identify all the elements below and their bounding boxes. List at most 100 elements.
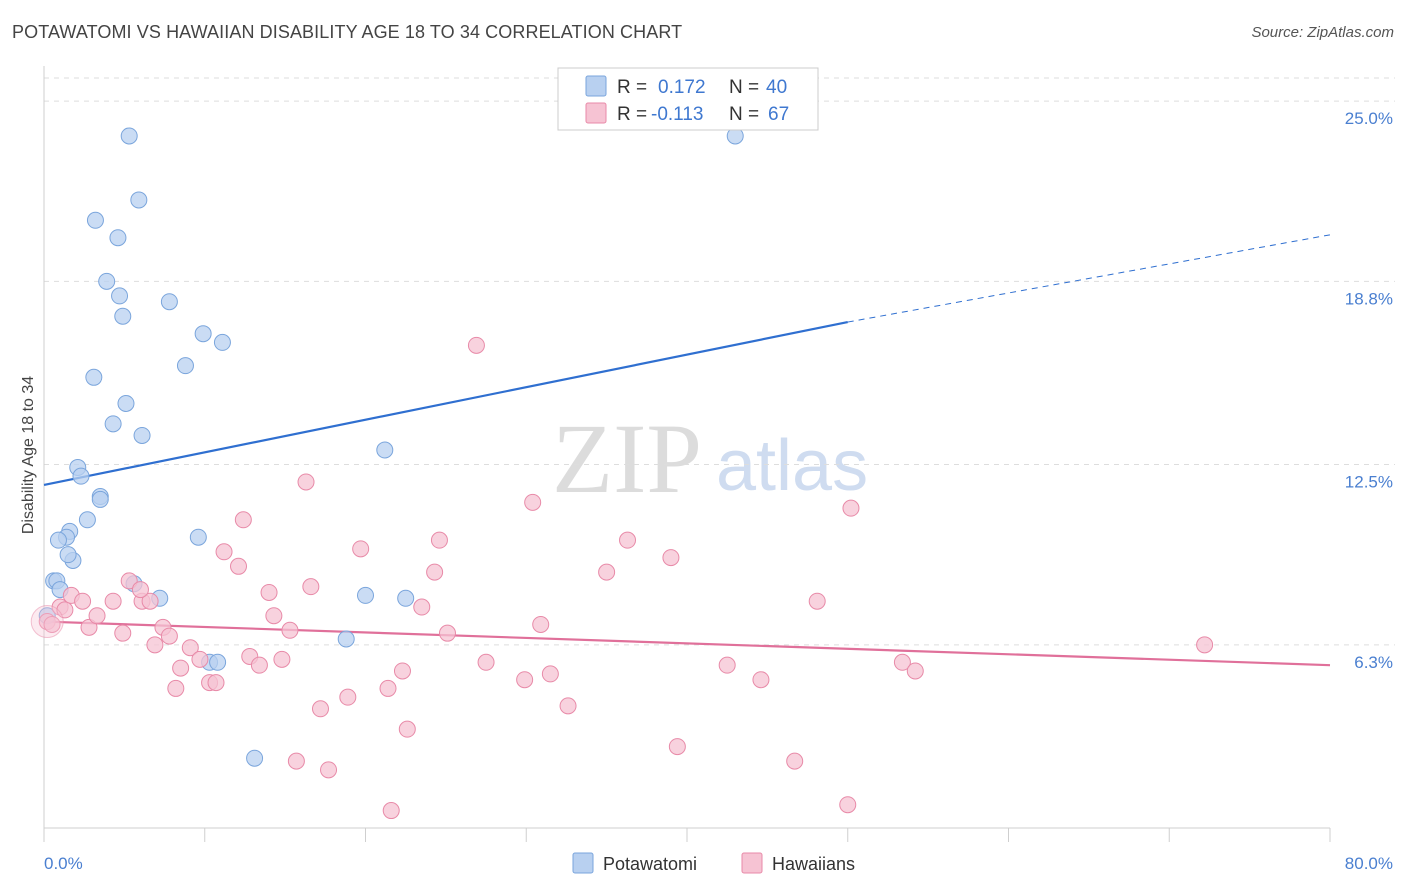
- legend-n-value-1: 40: [766, 77, 787, 98]
- potawatomi-point: [78, 511, 96, 529]
- hawaiians-point: [120, 572, 138, 590]
- legend-swatch-potawatomi: [585, 75, 607, 97]
- potawatomi-point: [246, 749, 264, 767]
- legend-n-label-2: N =: [729, 104, 759, 125]
- potawatomi-point: [397, 589, 415, 607]
- legend-swatch-hawaiians: [585, 102, 607, 124]
- hawaiians-point: [114, 624, 132, 642]
- hawaiians-point: [662, 549, 680, 567]
- hawaiians-point: [191, 650, 209, 668]
- hawaiians-point: [619, 531, 637, 549]
- chart-source: Source: ZipAtlas.com: [1251, 24, 1394, 41]
- hawaiians-point: [541, 665, 559, 683]
- hawaiians-point: [215, 543, 233, 561]
- potawatomi-point: [160, 293, 178, 311]
- hawaiians-point: [532, 615, 550, 633]
- data-points: [30, 127, 1214, 820]
- hawaiians-cluster-point: [30, 605, 64, 639]
- bottom-legend-swatch-potawatomi: [572, 852, 594, 874]
- hawaiians-point: [207, 674, 225, 692]
- hawaiians-point: [320, 761, 338, 779]
- potawatomi-point: [120, 127, 138, 145]
- hawaiians-point: [842, 499, 860, 517]
- legend-r-value-1: 0.172: [658, 77, 706, 98]
- legend-r-value-2: -0.113: [651, 104, 703, 125]
- hawaiians-point: [250, 656, 268, 674]
- hawaiians-point: [382, 802, 400, 820]
- hawaiians-point: [167, 679, 185, 697]
- hawaiians-point: [339, 688, 357, 706]
- hawaiians-point: [598, 563, 616, 581]
- y-tick-label: 18.8%: [1345, 289, 1393, 308]
- top-legend: R = 0.172 N = 40 R = -0.113 N = 67: [557, 67, 819, 131]
- potawatomi-point: [86, 211, 104, 229]
- hawaiians-trend-line: [43, 620, 1331, 667]
- potawatomi-point: [376, 441, 394, 459]
- hawaiians-point: [273, 650, 291, 668]
- potawatomi-point: [117, 394, 135, 412]
- hawaiians-point: [88, 607, 106, 625]
- hawaiians-point: [352, 540, 370, 558]
- watermark-zip: ZIP: [552, 403, 702, 514]
- hawaiians-point: [43, 615, 61, 633]
- potawatomi-point: [109, 229, 127, 247]
- y-axis-label: Disability Age 18 to 34: [20, 376, 37, 534]
- hawaiians-point: [302, 578, 320, 596]
- hawaiians-point: [906, 662, 924, 680]
- hawaiians-point: [80, 618, 98, 636]
- potawatomi-trend-extension: [847, 234, 1331, 323]
- hawaiians-point: [311, 700, 329, 718]
- y-tick-label: 12.5%: [1345, 473, 1393, 492]
- legend-n-value-2: 67: [768, 104, 789, 125]
- hawaiians-point: [786, 752, 804, 770]
- x-tick-label-max: 80.0%: [1345, 854, 1393, 873]
- trend-lines: [43, 234, 1331, 667]
- y-tick-label: 6.3%: [1354, 653, 1393, 672]
- hawaiians-point: [477, 653, 495, 671]
- hawaiians-point: [74, 592, 92, 610]
- hawaiians-point: [893, 653, 911, 671]
- hawaiians-point: [160, 627, 178, 645]
- hawaiians-point: [718, 656, 736, 674]
- bottom-legend: Potawatomi Hawaiians: [572, 852, 855, 874]
- bottom-legend-swatch-hawaiians: [741, 852, 763, 874]
- hawaiians-point: [146, 636, 164, 654]
- hawaiians-point: [1196, 636, 1214, 654]
- bottom-legend-label-potawatomi: Potawatomi: [603, 854, 697, 874]
- hawaiians-point: [281, 621, 299, 639]
- axes: 6.3% 12.5% 18.8% 25.0% 0.0% 80.0%: [43, 66, 1393, 873]
- potawatomi-point: [176, 357, 194, 375]
- hawaiians-point: [172, 659, 190, 677]
- hawaiians-point: [393, 662, 411, 680]
- potawatomi-point: [189, 528, 207, 546]
- legend-r-label-1: R =: [617, 77, 647, 98]
- grid-lines: [44, 77, 1395, 646]
- hawaiians-point: [668, 738, 686, 756]
- potawatomi-point: [91, 490, 109, 508]
- potawatomi-point: [111, 287, 129, 305]
- hawaiians-point: [808, 592, 826, 610]
- hawaiians-point: [297, 473, 315, 491]
- hawaiians-point: [438, 624, 456, 642]
- potawatomi-point: [357, 586, 374, 604]
- hawaiians-point: [839, 796, 857, 814]
- hawaiians-point: [426, 563, 444, 581]
- hawaiians-point: [752, 671, 770, 689]
- potawatomi-point: [213, 333, 231, 351]
- potawatomi-point: [85, 368, 103, 386]
- hawaiians-point: [104, 592, 122, 610]
- potawatomi-point: [194, 325, 212, 343]
- hawaiians-point: [131, 581, 149, 599]
- hawaiians-point: [234, 511, 252, 529]
- y-tick-label: 25.0%: [1345, 109, 1393, 128]
- chart-title: POTAWATOMI VS HAWAIIAN DISABILITY AGE 18…: [12, 22, 683, 42]
- hawaiians-point: [398, 720, 416, 738]
- potawatomi-point: [209, 653, 227, 671]
- x-tick-label-min: 0.0%: [44, 854, 83, 873]
- hawaiians-point: [141, 592, 159, 610]
- potawatomi-point: [59, 546, 77, 564]
- hawaiians-point: [467, 336, 485, 354]
- hawaiians-point: [559, 697, 577, 715]
- hawaiians-point: [379, 679, 397, 697]
- legend-r-label-2: R =: [617, 104, 647, 125]
